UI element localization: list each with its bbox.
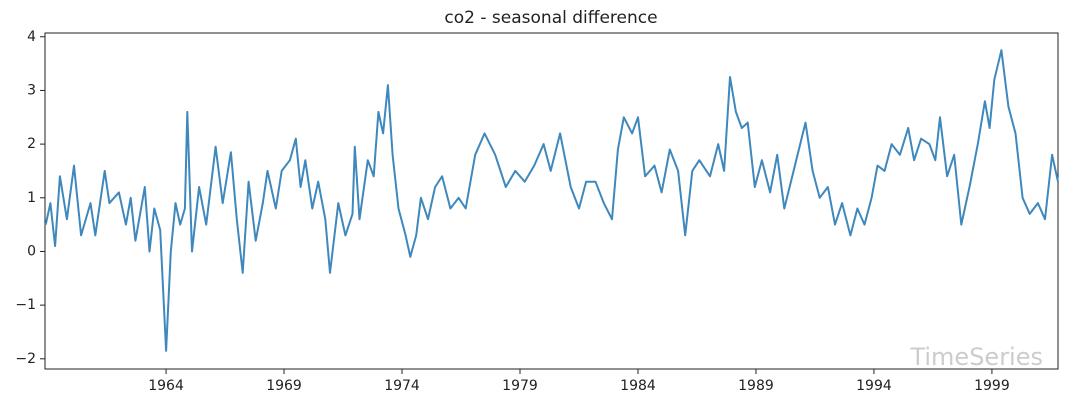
y-tick-label: 1 — [27, 190, 36, 206]
plot-frame — [44, 32, 1059, 370]
y-tick-label: −2 — [15, 351, 36, 367]
chart-title: co2 - seasonal difference — [444, 8, 657, 28]
x-tick-label: 1994 — [856, 378, 892, 394]
y-tick-label: 0 — [27, 243, 36, 259]
x-tick-label: 1974 — [384, 378, 420, 394]
y-tick-label: 3 — [27, 82, 36, 98]
x-tick-label: 1999 — [974, 378, 1010, 394]
series-line — [44, 49, 1059, 352]
x-tick-label: 1969 — [266, 378, 302, 394]
y-tick-label: −1 — [15, 297, 36, 313]
y-tick-label: 4 — [27, 29, 36, 45]
x-tick-label: 1979 — [502, 378, 538, 394]
y-tick-label: 2 — [27, 136, 36, 152]
x-tick-label: 1989 — [738, 378, 774, 394]
x-tick-label: 1984 — [620, 378, 656, 394]
x-tick-label: 1964 — [148, 378, 184, 394]
watermark: TimeSeries — [909, 343, 1043, 371]
